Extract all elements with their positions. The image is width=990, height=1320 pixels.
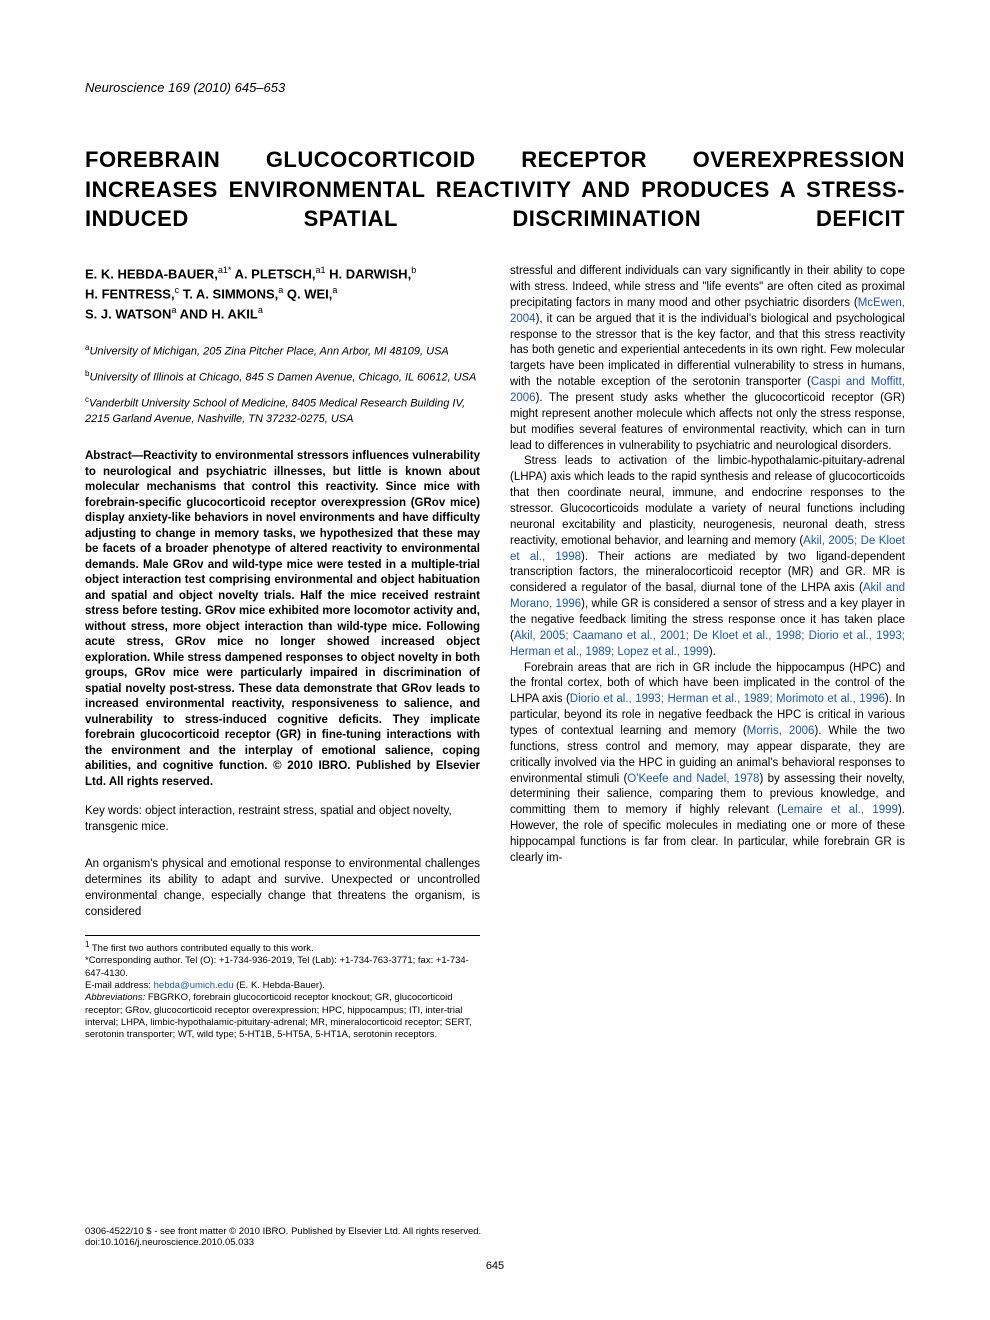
footer: 0306-4522/10 $ - see front matter © 2010… (85, 1226, 905, 1248)
footnote-corresponding: *Corresponding author. Tel (O): +1-734-9… (85, 955, 480, 980)
keywords: Key words: object interaction, restraint… (85, 804, 480, 835)
footnote-email: E-mail address: hebda@umich.edu (E. K. H… (85, 980, 480, 992)
right-column: stressful and different individuals can … (510, 264, 905, 1042)
journal-header: Neuroscience 169 (2010) 645–653 (85, 80, 905, 95)
journal-citation: 169 (2010) 645–653 (168, 80, 285, 95)
intro-paragraph: An organism's physical and emotional res… (85, 857, 480, 920)
copyright-line: 0306-4522/10 $ - see front matter © 2010… (85, 1226, 905, 1237)
authors-block: E. K. HEBDA-BAUER,a1* A. PLETSCH,a1 H. D… (85, 264, 480, 323)
affiliation-b: bUniversity of Illinois at Chicago, 845 … (85, 368, 480, 386)
body-paragraph-3: Forebrain areas that are rich in GR incl… (510, 661, 905, 867)
body-paragraph-2: Stress leads to activation of the limbic… (510, 454, 905, 660)
body-paragraph-1: stressful and different individuals can … (510, 264, 905, 454)
citation-link[interactable]: Akil, 2005; Caamano et al., 2001; De Klo… (510, 630, 905, 658)
citation-link[interactable]: Diorio et al., 1993; Herman et al., 1989… (570, 693, 885, 705)
abstract: Abstract—Reactivity to environmental str… (85, 449, 480, 790)
authors-line: E. K. HEBDA-BAUER,a1* A. PLETSCH,a1 H. D… (85, 264, 480, 323)
journal-name: Neuroscience (85, 80, 165, 95)
citation-link[interactable]: Morris, 2006 (747, 725, 815, 737)
affiliation-a: aUniversity of Michigan, 205 Zina Pitche… (85, 342, 480, 360)
footnote-equal-contribution: 1 The first two authors contributed equa… (85, 940, 480, 956)
email-link[interactable]: hebda@umich.edu (154, 980, 234, 991)
article-title: FOREBRAIN GLUCOCORTICOID RECEPTOR OVEREX… (85, 145, 905, 234)
citation-link[interactable]: Lemaire et al., 1999 (781, 804, 898, 816)
affiliation-c: cVanderbilt University School of Medicin… (85, 394, 480, 427)
footnote-abbreviations: Abbreviations: FBGRKO, forebrain glucoco… (85, 992, 480, 1041)
doi-line: doi:10.1016/j.neuroscience.2010.05.033 (85, 1237, 905, 1248)
citation-link[interactable]: O'Keefe and Nadel, 1978 (627, 773, 759, 785)
footnotes: 1 The first two authors contributed equa… (85, 935, 480, 1042)
left-column: E. K. HEBDA-BAUER,a1* A. PLETSCH,a1 H. D… (85, 264, 480, 1042)
page-number: 645 (0, 1260, 990, 1272)
